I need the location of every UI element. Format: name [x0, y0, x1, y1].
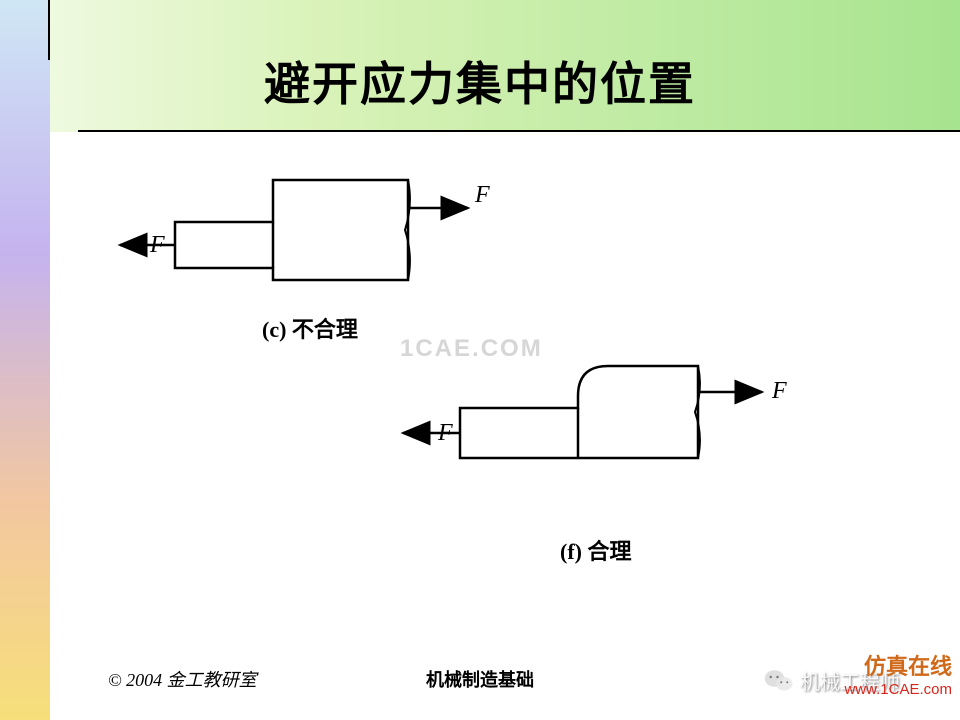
wechat-icon: [764, 668, 794, 694]
caption-f-text: 合理: [587, 539, 631, 564]
force-label-f-left: F: [437, 420, 453, 446]
divider-horizontal: [78, 130, 960, 132]
force-label-f-right: F: [771, 378, 787, 404]
diagrams-svg: F F F F: [60, 160, 940, 560]
force-label-c-right: F: [474, 182, 490, 208]
page-title: 避开应力集中的位置: [0, 48, 960, 114]
caption-f-tag: (f): [560, 539, 582, 564]
caption-c-tag: (c): [262, 317, 286, 342]
site-brand-url: www.1CAE.com: [844, 681, 952, 698]
diagram-c: [120, 180, 468, 280]
diagram-f: [403, 366, 762, 458]
caption-f: (f) 合理: [560, 534, 632, 566]
caption-c-text: 不合理: [292, 317, 358, 342]
site-brand: 仿真在线 www.1CAE.com: [844, 649, 952, 698]
caption-c: (c) 不合理: [262, 312, 358, 344]
site-brand-cn: 仿真在线: [844, 649, 952, 681]
force-label-c-left: F: [149, 232, 165, 258]
